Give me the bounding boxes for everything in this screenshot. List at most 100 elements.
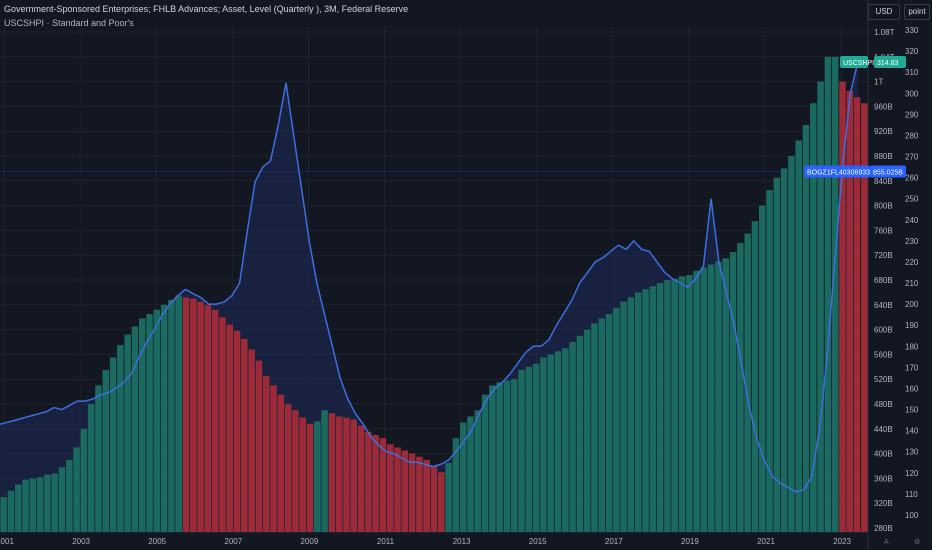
asset-bar [525, 366, 533, 532]
asset-bar [810, 103, 817, 533]
asset-bar [678, 276, 686, 532]
asset-bar [175, 295, 182, 532]
right-axis-tick: 190 [905, 321, 919, 330]
asset-bar [700, 267, 708, 532]
asset-bar [58, 467, 66, 532]
asset-bar [547, 354, 554, 532]
asset-bar [474, 410, 482, 532]
asset-bar [153, 309, 161, 532]
right-axis-tick: 260 [905, 174, 919, 183]
right-axis-tick: 330 [905, 26, 919, 35]
right-axis-tick: 140 [905, 427, 919, 436]
x-axis-tick: 2009 [301, 537, 319, 546]
asset-bar [117, 345, 124, 532]
asset-bar [306, 423, 314, 532]
asset-bar [219, 317, 226, 532]
asset-bar [372, 435, 379, 532]
asset-bar [802, 125, 810, 532]
right-axis-tick: 270 [905, 153, 919, 162]
asset-bar [146, 314, 153, 532]
asset-bar [489, 385, 496, 532]
left-axis-tick: 760B [874, 226, 893, 235]
right-axis-tick: 160 [905, 384, 919, 393]
gear-icon[interactable]: ⚙ [914, 539, 921, 546]
auto-scale-button[interactable]: A [884, 539, 889, 546]
asset-bar [795, 140, 802, 532]
asset-bar [496, 382, 503, 532]
right-axis-tick: 230 [905, 237, 919, 246]
asset-bar [408, 453, 416, 532]
right-axis-tick: 290 [905, 110, 919, 119]
right-axis-tick: 220 [905, 258, 919, 267]
left-axis-tick: 360B [874, 474, 893, 483]
right-axis-tick: 200 [905, 300, 919, 309]
last-value-tag: 855.025B [873, 170, 903, 177]
left-axis-tick: 800B [874, 202, 893, 211]
left-axis-tick: 560B [874, 350, 893, 359]
asset-bar [649, 286, 657, 532]
left-axis-tick: 640B [874, 301, 893, 310]
x-axis-tick: 2003 [72, 537, 90, 546]
asset-bar [664, 280, 671, 532]
series-name-tag-bg [804, 165, 870, 178]
asset-bar [29, 478, 37, 532]
asset-bar [642, 289, 649, 532]
asset-bar [591, 323, 598, 532]
right-axis-tick: 310 [905, 68, 919, 77]
asset-bar [102, 369, 110, 532]
asset-bar [583, 329, 591, 532]
asset-bar [737, 242, 744, 533]
asset-bar [401, 450, 409, 532]
x-axis-tick: 2015 [529, 537, 547, 546]
asset-bar [335, 416, 343, 532]
asset-bar [328, 413, 336, 532]
asset-bar [182, 297, 190, 532]
right-axis-tick: 120 [905, 469, 919, 478]
asset-bar [73, 447, 80, 532]
asset-bar [744, 233, 751, 532]
asset-bar [445, 462, 452, 532]
asset-bar [722, 258, 730, 532]
asset-bar [357, 425, 365, 532]
asset-bar [255, 360, 263, 532]
asset-bar [124, 334, 131, 532]
asset-bar [452, 438, 460, 532]
x-axis-tick: 2013 [453, 537, 471, 546]
asset-bar [459, 422, 467, 532]
left-axis-tick: 480B [874, 400, 893, 409]
unit-button[interactable]: point [904, 4, 930, 20]
left-axis-tick: 320B [874, 499, 893, 508]
price-line [0, 61, 859, 493]
left-axis-tick: 400B [874, 450, 893, 459]
asset-bar [861, 103, 868, 533]
x-axis-tick: 2023 [833, 537, 851, 546]
asset-bar [569, 342, 576, 532]
asset-bar [693, 270, 700, 532]
asset-bar [729, 252, 737, 532]
left-axis-tick: 840B [874, 177, 893, 186]
left-axis-tick: 960B [874, 102, 893, 111]
asset-bar [211, 309, 219, 532]
left-axis-tick: 880B [874, 152, 893, 161]
asset-bar [780, 168, 788, 532]
asset-bar [627, 297, 635, 532]
asset-bar [343, 417, 350, 532]
asset-bar [379, 438, 387, 532]
asset-bar [204, 304, 212, 532]
right-axis-tick: 150 [905, 406, 919, 415]
last-value-tag-bg [870, 165, 906, 178]
asset-bar [853, 97, 861, 532]
asset-bar [314, 421, 321, 532]
asset-bar [751, 221, 759, 532]
asset-bar [7, 490, 15, 532]
asset-bar [620, 301, 627, 532]
left-axis-tick: 920B [874, 127, 893, 136]
currency-button[interactable]: USD [868, 4, 900, 20]
asset-bar [766, 190, 773, 532]
asset-bar [22, 479, 29, 532]
asset-bar [262, 376, 270, 532]
x-axis-tick: 2017 [605, 537, 623, 546]
asset-bar [284, 404, 292, 532]
